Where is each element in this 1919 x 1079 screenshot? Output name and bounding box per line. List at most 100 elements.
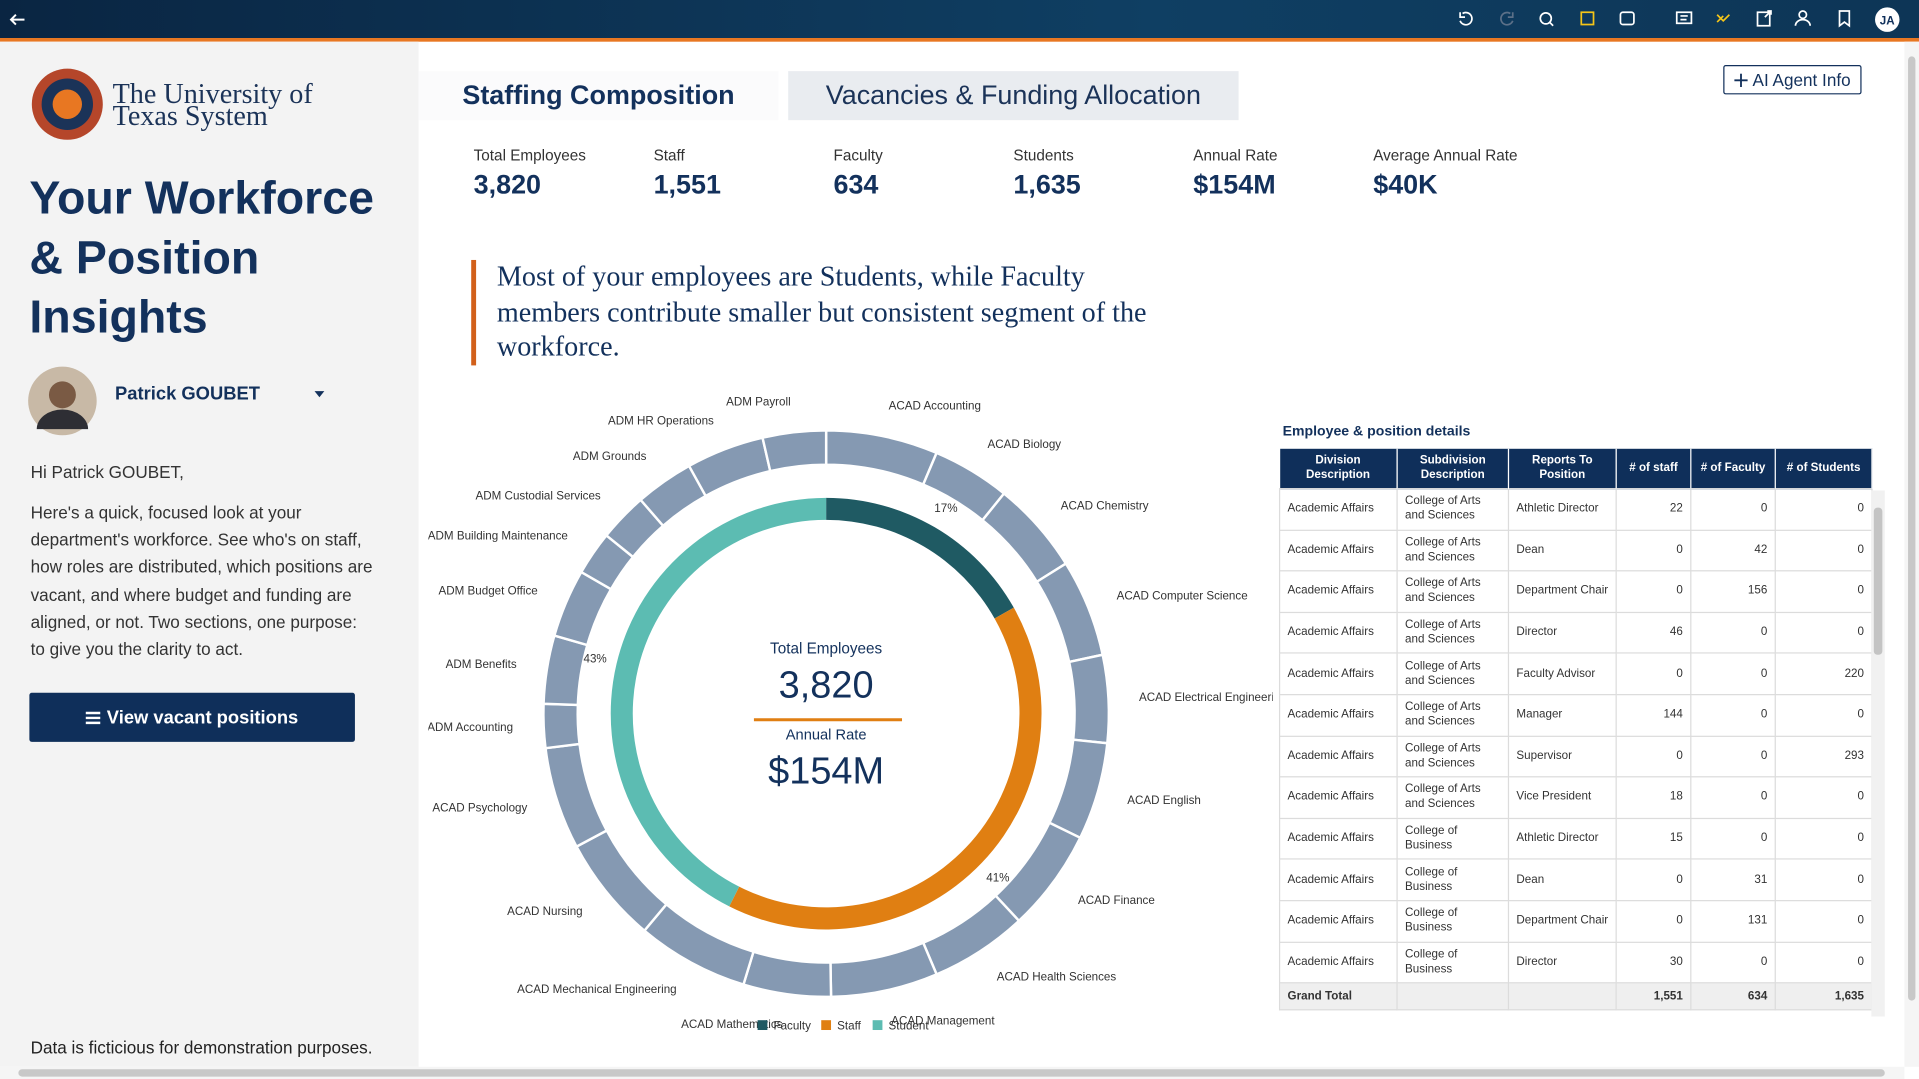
- page-title: & Position: [29, 232, 260, 285]
- page-title: Your Workforce: [29, 172, 374, 225]
- user-icon[interactable]: [1798, 10, 1808, 20]
- table-cell: Faculty Advisor: [1507, 652, 1617, 696]
- segment-label: ACAD Mechanical Engineering: [517, 983, 676, 996]
- column-header: Subdivision Description: [1397, 448, 1510, 489]
- table-cell: College of Arts and Sciences: [1396, 488, 1510, 531]
- sidebar: [0, 41, 419, 1067]
- table-cell: 144: [1615, 693, 1692, 737]
- table-scrollbar[interactable]: [1871, 490, 1885, 1017]
- table-row: Academic Affairs College of Arts and Scie…: [1278, 488, 1873, 531]
- zoom-icon[interactable]: [1539, 12, 1553, 25]
- outer-segment: [574, 828, 669, 933]
- ai-icon[interactable]: [1716, 14, 1730, 23]
- tab-active[interactable]: Staffing Composition: [418, 71, 779, 121]
- edit-icon[interactable]: [1580, 11, 1595, 26]
- outer-segment: [921, 893, 1021, 976]
- legend-label: Faculty: [774, 1019, 812, 1032]
- table-cell: Athletic Director: [1507, 817, 1617, 860]
- button-label[interactable]: View vacant positions: [106, 706, 299, 728]
- table-cell: College of Arts and Sciences: [1396, 570, 1510, 613]
- table-cell: 0: [1690, 817, 1776, 860]
- table-cell: 0: [1774, 776, 1873, 819]
- share-icon[interactable]: [1756, 11, 1771, 27]
- scroll-thumb[interactable]: [1908, 56, 1916, 1001]
- table-row: Academic Affairs College of Business Depar…: [1278, 899, 1873, 943]
- column-header: # of staff: [1616, 448, 1692, 489]
- segment-label: ACAD Nursing: [507, 905, 583, 918]
- outer-segment: [761, 429, 828, 473]
- kpi-value: 3,820: [473, 169, 542, 200]
- segment-label: ADM Benefits: [446, 658, 517, 671]
- segment-label: ACAD Accounting: [889, 400, 981, 413]
- footer-note: Data is ficticious for demonstration pur…: [30, 1037, 373, 1057]
- undo-icon[interactable]: [1459, 11, 1473, 26]
- center-value: $154M: [768, 751, 884, 793]
- accent-line: [0, 38, 1919, 42]
- percent-label: 41%: [986, 872, 1009, 885]
- table-cell: Academic Affairs: [1278, 611, 1398, 655]
- table-cell: 0: [1690, 776, 1776, 819]
- table-row: Academic Affairs College of Arts and Scie…: [1278, 611, 1873, 655]
- plus-icon: [1734, 72, 1748, 87]
- kpi-label: Annual Rate: [1193, 147, 1278, 165]
- table-cell: College of Arts and Sciences: [1396, 611, 1510, 655]
- kpi-label: Staff: [653, 147, 685, 165]
- table-cell: 293: [1774, 735, 1873, 778]
- table-row: Academic Affairs College of Business Athle…: [1278, 817, 1873, 860]
- table-cell: College of Arts and Sciences: [1396, 735, 1510, 778]
- table-cell: 42: [1690, 529, 1776, 572]
- table-cell: Academic Affairs: [1278, 735, 1398, 778]
- table-cell: 0: [1774, 858, 1873, 902]
- table-cell: 30: [1615, 941, 1692, 984]
- table-row: Academic Affairs College of Arts and Scie…: [1278, 776, 1873, 819]
- user-name[interactable]: Patrick GOUBET: [115, 383, 260, 405]
- table-cell: 0: [1690, 693, 1776, 737]
- table-cell: Academic Affairs: [1278, 858, 1398, 902]
- total-cell: 1,635: [1774, 982, 1873, 1011]
- segment-label: ADM Building Maintenance: [428, 530, 568, 543]
- data-icon[interactable]: [1619, 11, 1635, 26]
- table-cell: 18: [1615, 776, 1692, 819]
- segment-label: ACAD Biology: [988, 438, 1062, 451]
- table-cell: College of Business: [1396, 941, 1510, 984]
- table-cell: Academic Affairs: [1278, 776, 1398, 819]
- outer-segment: [829, 941, 939, 999]
- outer-segment: [1047, 738, 1109, 840]
- user-avatar: [28, 366, 97, 436]
- table-cell: Academic Affairs: [1278, 529, 1398, 572]
- vacant-positions-button[interactable]: View vacant positions: [29, 692, 355, 742]
- comment-icon[interactable]: [1675, 11, 1693, 25]
- table-cell: 0: [1615, 858, 1692, 902]
- redo-icon[interactable]: [1500, 11, 1514, 26]
- avatar-circle[interactable]: [1875, 7, 1900, 32]
- inner-segment: [610, 497, 827, 907]
- legend-label: Student: [889, 1019, 930, 1032]
- table-cell: 0: [1774, 488, 1873, 531]
- tab[interactable]: Vacancies & Funding Allocation: [788, 71, 1239, 121]
- scroll-thumb[interactable]: [18, 1069, 1885, 1077]
- avatar-initials[interactable]: JA: [1880, 15, 1895, 28]
- table-row: Academic Affairs College of Arts and Scie…: [1278, 529, 1873, 572]
- table-cell: Academic Affairs: [1278, 652, 1398, 696]
- table-cell: College of Arts and Sciences: [1396, 652, 1510, 696]
- back-button[interactable]: [9, 14, 25, 26]
- user-dropdown[interactable]: [313, 390, 325, 400]
- table-cell: Academic Affairs: [1278, 941, 1398, 984]
- outer-segment: [542, 702, 581, 750]
- list-icon: [85, 711, 101, 724]
- table-row: Academic Affairs College of Arts and Scie…: [1278, 693, 1873, 737]
- legend-swatch: [821, 1020, 832, 1031]
- horizontal-scrollbar[interactable]: [0, 1066, 1905, 1079]
- scroll-thumb[interactable]: [1873, 507, 1883, 655]
- toolbar-icons: JA: [9, 7, 1900, 32]
- ai-agent-button[interactable]: AI Agent Info: [1723, 64, 1862, 95]
- button-label[interactable]: AI Agent Info: [1752, 69, 1851, 90]
- bookmark-icon[interactable]: [1838, 10, 1851, 28]
- page-scrollbar[interactable]: [1904, 41, 1919, 1067]
- table-cell: 156: [1690, 570, 1776, 613]
- table-cell: 0: [1615, 652, 1692, 696]
- kpi-label: Average Annual Rate: [1373, 147, 1518, 165]
- table-cell: Dean: [1507, 858, 1617, 902]
- table-cell: 0: [1774, 570, 1873, 613]
